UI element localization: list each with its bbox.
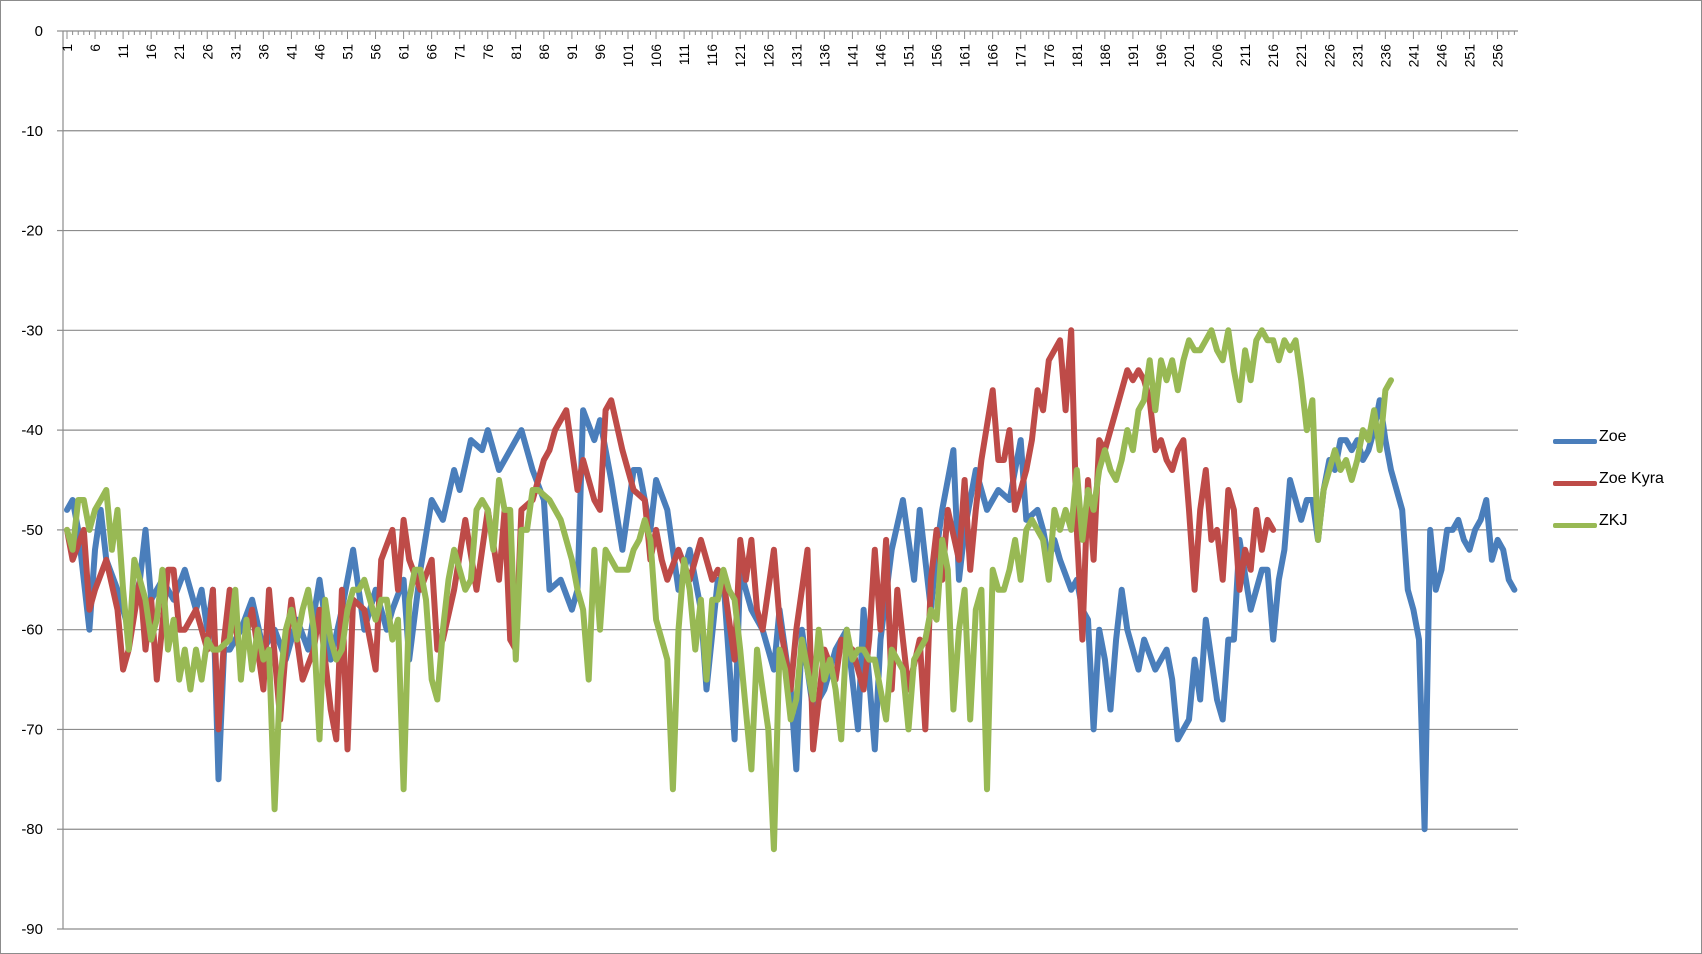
y-tick-label: -10 bbox=[21, 123, 43, 140]
series-line-zkj bbox=[64, 327, 1394, 853]
legend-item-zoe: Zoe bbox=[1553, 426, 1693, 468]
x-tick-label: 181 bbox=[1069, 44, 1085, 68]
axes bbox=[57, 30, 1518, 930]
x-tick-label: 86 bbox=[536, 44, 552, 60]
x-tick-label: 186 bbox=[1097, 44, 1113, 68]
y-tick-label: -30 bbox=[21, 322, 43, 339]
series-line-zoe bbox=[64, 397, 1518, 833]
legend-label-zkj: ZKJ bbox=[1599, 512, 1628, 529]
x-tick-label: 236 bbox=[1377, 44, 1393, 68]
y-tick-label: -20 bbox=[21, 223, 43, 240]
x-tick-label: 1 bbox=[59, 44, 75, 52]
x-tick-label: 156 bbox=[929, 44, 945, 68]
x-tick-label: 21 bbox=[171, 44, 187, 60]
legend-swatch-zoe-kyra bbox=[1553, 481, 1597, 486]
x-tick-label: 196 bbox=[1153, 44, 1169, 68]
x-tick-label: 141 bbox=[844, 44, 860, 68]
legend-label-zoe: Zoe bbox=[1599, 428, 1627, 445]
x-tick-label: 71 bbox=[452, 44, 468, 60]
x-tick-label: 226 bbox=[1321, 44, 1337, 68]
x-tick-label: 106 bbox=[648, 44, 664, 68]
legend-label-zoe-kyra: Zoe Kyra bbox=[1599, 470, 1664, 487]
x-tick-label: 241 bbox=[1405, 44, 1421, 68]
x-tick-label: 146 bbox=[872, 44, 888, 68]
x-tick-label: 111 bbox=[676, 44, 692, 65]
x-tick-label: 51 bbox=[340, 44, 356, 60]
x-tick-label: 91 bbox=[564, 44, 580, 60]
x-tick-label: 81 bbox=[508, 44, 524, 60]
y-axis-ticks: 0 -10 -20 -30 -40 -50 -60 -70 -80 -90 bbox=[21, 23, 43, 938]
x-tick-label: 126 bbox=[760, 44, 776, 68]
y-tick-label: -40 bbox=[21, 422, 43, 439]
x-tick-label: 221 bbox=[1293, 44, 1309, 68]
x-tick-label: 116 bbox=[704, 44, 720, 67]
x-tick-label: 46 bbox=[311, 44, 327, 60]
x-tick-label: 61 bbox=[396, 44, 412, 60]
legend-swatch-zoe bbox=[1553, 439, 1597, 444]
x-tick-label: 26 bbox=[199, 44, 215, 60]
x-tick-label: 101 bbox=[620, 44, 636, 68]
legend-item-zoe-kyra: Zoe Kyra bbox=[1553, 468, 1693, 510]
x-tick-label: 246 bbox=[1433, 44, 1449, 68]
x-tick-label: 216 bbox=[1265, 44, 1281, 68]
x-tick-label: 16 bbox=[143, 44, 159, 60]
y-tick-label: -50 bbox=[21, 522, 43, 539]
x-tick-label: 206 bbox=[1209, 44, 1225, 68]
x-tick-label: 56 bbox=[368, 44, 384, 60]
legend-item-zkj: ZKJ bbox=[1553, 510, 1693, 552]
x-tick-label: 36 bbox=[255, 44, 271, 60]
x-tick-label: 201 bbox=[1181, 44, 1197, 68]
x-tick-label: 121 bbox=[732, 44, 748, 68]
x-tick-label: 96 bbox=[592, 44, 608, 60]
x-tick-label: 251 bbox=[1462, 44, 1478, 68]
legend: Zoe Zoe Kyra ZKJ bbox=[1553, 426, 1693, 552]
y-tick-label: -70 bbox=[21, 721, 43, 738]
x-tick-label: 31 bbox=[227, 44, 243, 60]
x-tick-label: 161 bbox=[957, 44, 973, 68]
x-tick-label: 256 bbox=[1490, 44, 1506, 68]
series-lines bbox=[64, 327, 1518, 853]
y-tick-label: -60 bbox=[21, 622, 43, 639]
x-tick-label: 41 bbox=[283, 44, 299, 60]
x-tick-label: 11 bbox=[115, 44, 131, 59]
x-tick-label: 136 bbox=[816, 44, 832, 68]
x-tick-label: 176 bbox=[1041, 44, 1057, 68]
x-tick-label: 166 bbox=[985, 44, 1001, 68]
x-tick-label: 131 bbox=[788, 44, 804, 68]
x-tick-label: 76 bbox=[480, 44, 496, 60]
x-tick-label: 6 bbox=[87, 44, 103, 52]
gridlines bbox=[63, 130, 1518, 930]
x-tick-label: 171 bbox=[1013, 44, 1029, 68]
legend-swatch-zkj bbox=[1553, 523, 1597, 528]
x-tick-label: 151 bbox=[901, 44, 917, 68]
x-tick-label: 231 bbox=[1349, 44, 1365, 68]
y-tick-label: 0 bbox=[35, 23, 43, 40]
y-tick-label: -80 bbox=[21, 821, 43, 838]
x-tick-label: 66 bbox=[424, 44, 440, 60]
x-tick-label: 191 bbox=[1125, 44, 1141, 68]
x-tick-label: 211 bbox=[1237, 44, 1253, 67]
x-axis-ticks: 1 6 11 16 21 26 31 36 41 46 51 56 61 66 71 76 81 86 91 96 10… bbox=[59, 44, 1506, 68]
y-tick-label: -90 bbox=[21, 921, 43, 938]
